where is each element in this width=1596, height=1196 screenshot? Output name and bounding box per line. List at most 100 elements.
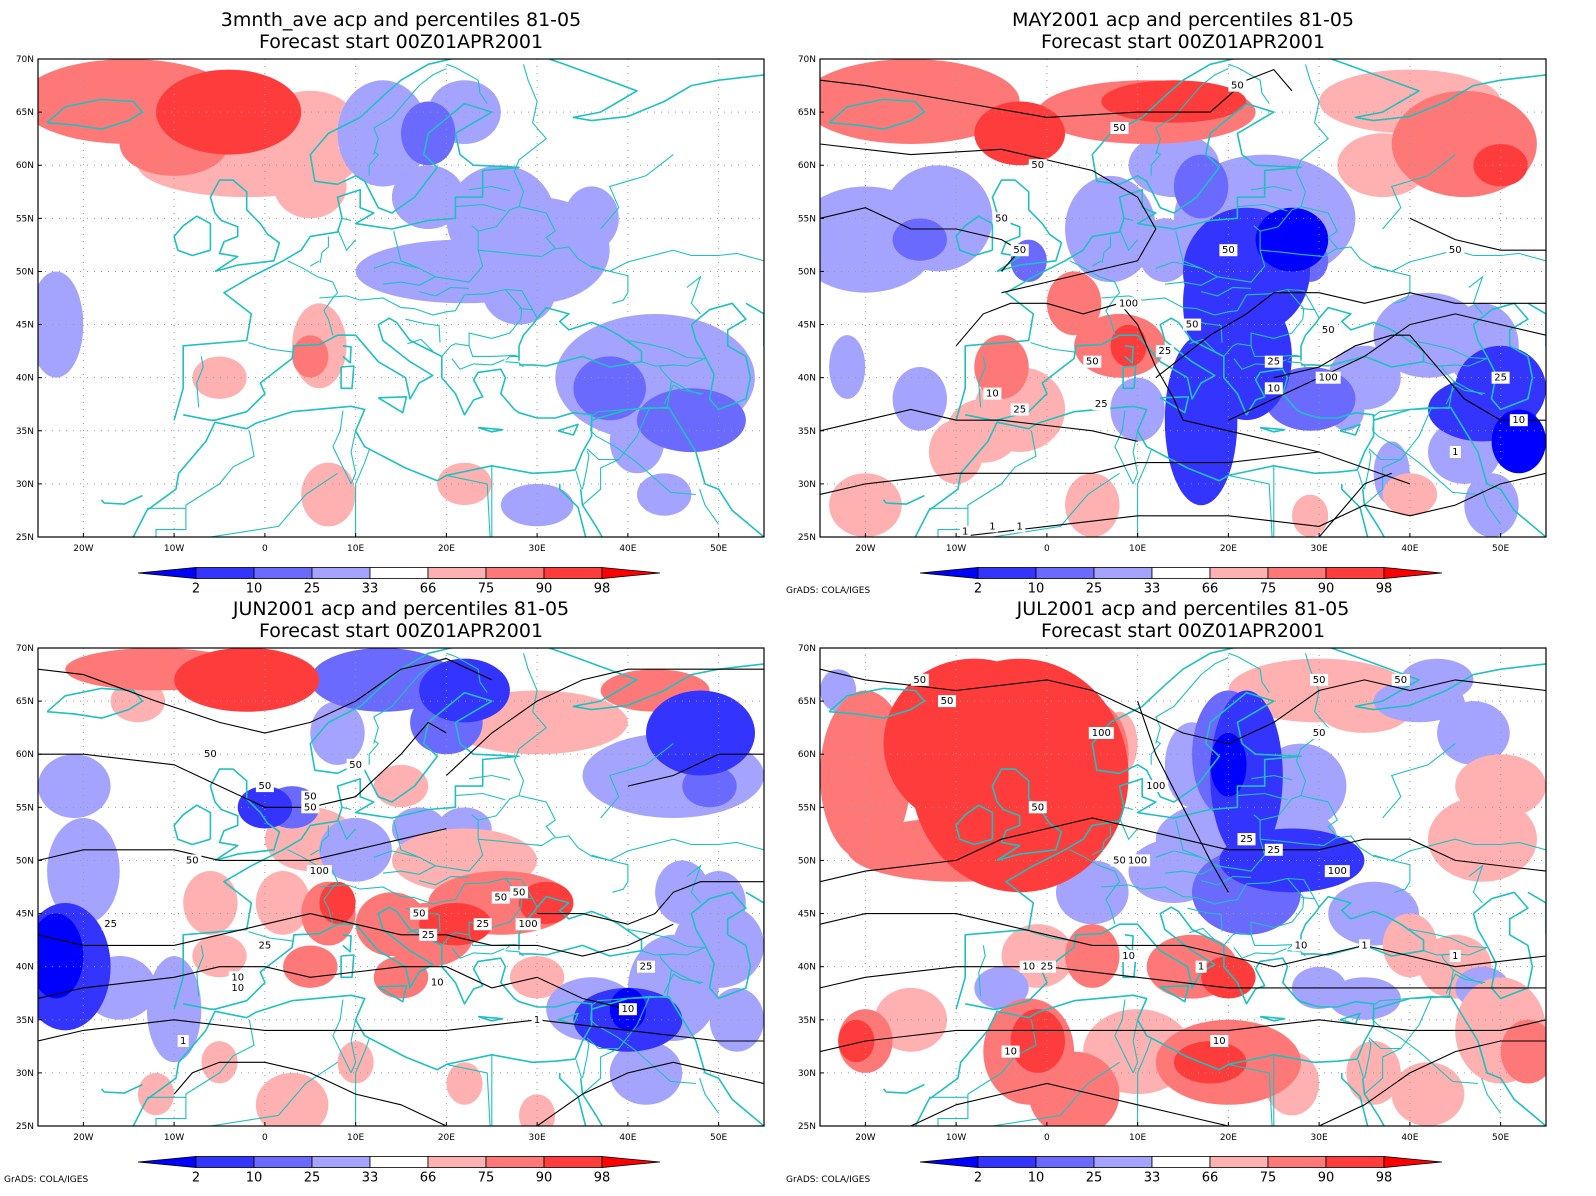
percentile-patch (1400, 658, 1474, 702)
colorbar-label: 75 (1260, 1171, 1277, 1186)
svg-text:1: 1 (1198, 962, 1204, 973)
panel-subtitle: Forecast start 00Z01APR2001 (1041, 31, 1325, 53)
contour-label: 50 (301, 801, 320, 814)
lat-tick-label: 35N (798, 1016, 816, 1026)
contour-label: 50 (346, 758, 365, 771)
map-area: 5050505025505010050252550251010050251010… (16, 644, 765, 1143)
panel-subtitle: Forecast start 00Z01APR2001 (1041, 620, 1325, 642)
svg-text:100: 100 (1328, 866, 1347, 877)
contour-label: 25 (637, 960, 655, 973)
percentile-patch (519, 1094, 556, 1126)
contour-label: 100 (1324, 865, 1350, 878)
colorbar-segment (1151, 1156, 1211, 1168)
colorbar-label: 33 (362, 1171, 379, 1186)
svg-text:10: 10 (1267, 383, 1280, 394)
contour-label: 50 (201, 748, 220, 761)
colorbar-label: 2 (192, 582, 200, 597)
lon-tick-label: 0 (262, 544, 268, 554)
contour-label: 50 (1110, 122, 1129, 134)
percentile-patch (974, 335, 1029, 399)
percentile-patch (1464, 473, 1519, 537)
contour-label: 25 (1264, 843, 1283, 856)
map-frame (37, 58, 765, 538)
colorbar-label: 10 (246, 1171, 263, 1186)
percentile-patch (38, 271, 84, 378)
svg-text:25: 25 (104, 919, 117, 930)
panel-subtitle: Forecast start 00Z01APR2001 (259, 620, 543, 642)
svg-text:50: 50 (1394, 675, 1407, 686)
colorbar-label: 2 (192, 1171, 200, 1186)
contour-label: 50 (1446, 244, 1465, 257)
borders (146, 63, 764, 537)
lat-tick-label: 70N (16, 644, 34, 654)
colorbar-segment (195, 1156, 255, 1168)
grads-credit: GrADS: COLA/IGES (786, 1175, 870, 1185)
colorbar-segment (485, 1156, 545, 1168)
graticule (38, 59, 764, 537)
panel-subtitle: Forecast start 00Z01APR2001 (259, 31, 543, 53)
colorbar-segment (369, 567, 429, 579)
colorbar-label: 25 (1086, 1171, 1103, 1186)
svg-text:25: 25 (1267, 845, 1280, 856)
grads-credit: GrADS: COLA/IGES (786, 586, 870, 596)
percentile-patch (319, 881, 356, 925)
percentile-patch (1001, 924, 1075, 988)
lon-tick-label: 50E (1492, 544, 1509, 554)
svg-text:25: 25 (476, 919, 489, 930)
contour-label: 100 (1116, 297, 1142, 310)
contour-label: 50 (1228, 79, 1247, 92)
contour-label: 100 (1315, 371, 1341, 384)
lat-tick-label: 45N (16, 910, 34, 920)
percentile-patch (573, 356, 646, 421)
colorbar: 2 10 25 33 66 75 90 98 (137, 567, 661, 597)
colorbar-label: 10 (246, 582, 263, 597)
lat-tick-label: 65N (16, 697, 34, 707)
colorbar-segment (369, 1156, 429, 1168)
svg-text:100: 100 (310, 866, 329, 877)
contour-label: 10 (1019, 960, 1038, 973)
map-frame (819, 58, 1547, 538)
contour-label: 25 (1491, 371, 1510, 384)
percentile-patch (682, 764, 737, 808)
colorbar-label: 90 (536, 1171, 553, 1186)
contour-label: 25 (1155, 345, 1174, 358)
colorbar-label: 33 (362, 582, 379, 597)
map-panel: 3mnth_ave acp and percentiles 81-05Forec… (16, 9, 765, 597)
contour-label: 25 (419, 928, 438, 941)
colorbar-segment (427, 1156, 487, 1168)
colorbar-label: 98 (1376, 582, 1393, 597)
svg-text:50: 50 (1086, 357, 1099, 368)
lat-tick-label: 45N (798, 910, 816, 920)
svg-text:1: 1 (1017, 521, 1023, 532)
percentile-patch (874, 987, 948, 1052)
contour-lines (820, 668, 1546, 1126)
svg-text:50: 50 (1113, 855, 1126, 866)
contour-label: 1 (531, 1013, 543, 1026)
lon-tick-label: 30E (529, 1133, 546, 1143)
contour-label: 10 (1292, 939, 1310, 952)
svg-text:10: 10 (1022, 962, 1035, 973)
colorbar-segment (1209, 1156, 1269, 1168)
svg-text:100: 100 (1119, 298, 1138, 309)
lon-tick-label: 40E (1401, 1133, 1418, 1143)
contour-label: 50 (1319, 323, 1338, 336)
lat-tick-label: 35N (798, 427, 816, 437)
percentile-patch (1173, 1041, 1247, 1084)
svg-text:10: 10 (1122, 951, 1135, 962)
colorbar-segment (1325, 567, 1385, 579)
svg-text:50: 50 (1231, 81, 1244, 92)
colorbar-segment (137, 1156, 197, 1168)
svg-text:10: 10 (1004, 1047, 1017, 1058)
percentile-patch (673, 902, 764, 988)
lat-tick-label: 60N (16, 750, 34, 760)
colorbar-segment (253, 1156, 313, 1168)
percentile-patch (1046, 271, 1102, 336)
percentile-patch (1382, 473, 1438, 516)
colorbar-label: 66 (420, 582, 437, 597)
lon-tick-label: 20E (1220, 1133, 1237, 1143)
lat-tick-label: 60N (798, 750, 816, 760)
svg-text:1: 1 (180, 1036, 186, 1047)
percentile-patch (1428, 796, 1537, 882)
svg-text:50: 50 (186, 855, 199, 866)
svg-text:10: 10 (231, 983, 244, 994)
